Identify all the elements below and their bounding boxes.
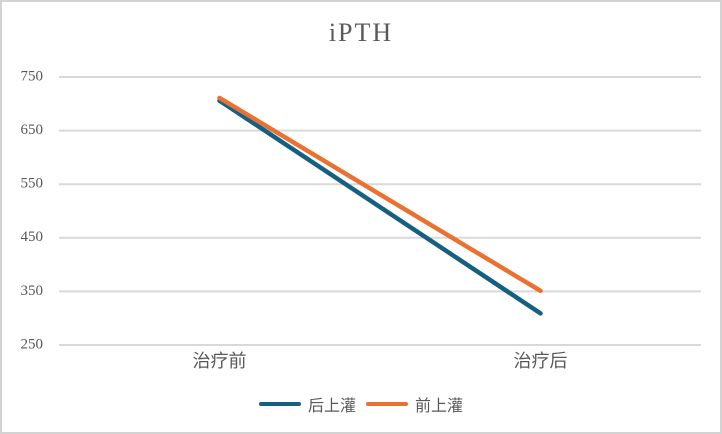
y-axis-tick-label: 350	[21, 283, 44, 299]
y-axis-tick-label: 550	[21, 176, 44, 192]
y-axis-tick-label: 250	[21, 336, 44, 352]
legend: 后上灌 前上灌	[2, 392, 720, 416]
y-axis-tick-label: 450	[21, 229, 44, 245]
legend-item: 前上灌	[366, 392, 463, 416]
legend-item: 后上灌	[258, 392, 356, 416]
series-line	[217, 98, 543, 316]
x-axis-category-label: 治疗后	[514, 351, 568, 371]
series-line	[217, 95, 543, 294]
x-axis-category-label: 治疗前	[193, 351, 247, 371]
legend-label: 前上灌	[415, 398, 464, 415]
legend-label: 后上灌	[307, 398, 356, 415]
chart-title: iPTH	[328, 18, 394, 47]
legend-line-swatch	[258, 401, 301, 407]
y-axis-tick-label: 750	[21, 68, 44, 84]
y-axis-tick-label: 650	[21, 122, 44, 138]
legend-line-swatch	[366, 401, 408, 407]
